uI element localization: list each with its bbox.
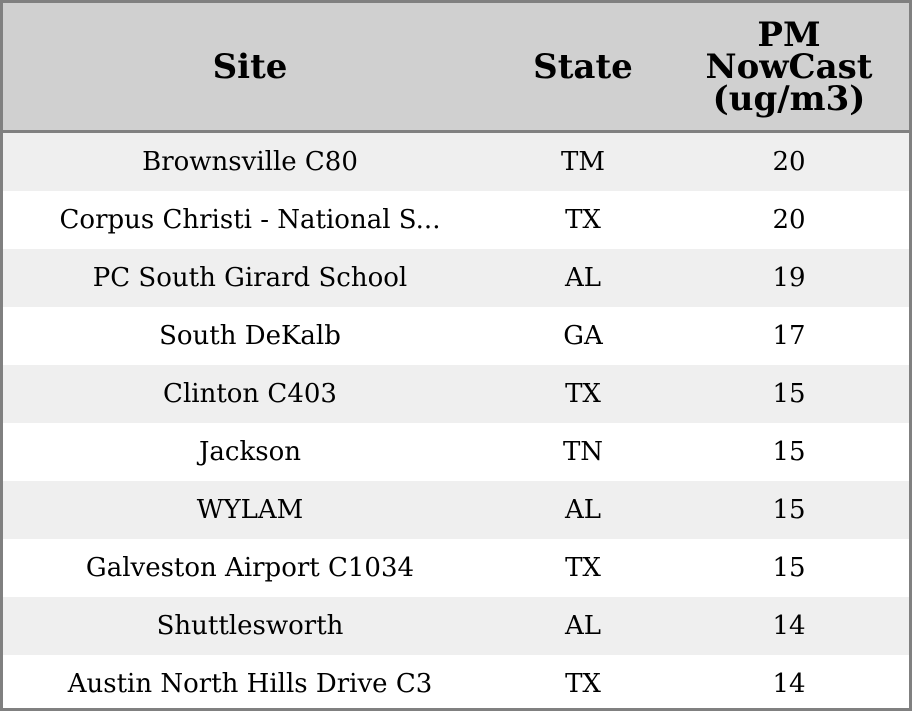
- pm-nowcast-cell: 15: [772, 495, 806, 525]
- table-header: Site State PM NowCast (ug/m3): [3, 3, 909, 133]
- site-cell: South DeKalb: [159, 321, 341, 351]
- table-row: Shuttlesworth AL 14: [3, 597, 909, 655]
- table-row: WYLAM AL 15: [3, 481, 909, 539]
- pm-nowcast-cell: 20: [772, 147, 806, 177]
- pm-nowcast-cell: 20: [772, 205, 806, 235]
- site-cell: Brownsville C80: [142, 147, 358, 177]
- state-cell: TX: [565, 379, 601, 409]
- state-cell: AL: [564, 263, 602, 293]
- state-cell: TM: [561, 147, 605, 177]
- table-row: Corpus Christi - National S... TX 20: [3, 191, 909, 249]
- state-cell: AL: [564, 495, 602, 525]
- state-cell: TN: [562, 437, 604, 467]
- table-row: PC South Girard School AL 19: [3, 249, 909, 307]
- site-cell: Corpus Christi - National S...: [59, 205, 441, 235]
- site-cell: WYLAM: [196, 495, 304, 525]
- table-row: South DeKalb GA 17: [3, 307, 909, 365]
- site-cell: PC South Girard School: [92, 263, 408, 293]
- site-cell: Clinton C403: [163, 379, 337, 409]
- column-header-site: Site: [212, 46, 288, 87]
- site-cell: Shuttlesworth: [156, 611, 344, 641]
- pm-nowcast-cell: 14: [772, 611, 806, 641]
- state-cell: AL: [564, 611, 602, 641]
- table-row: Clinton C403 TX 15: [3, 365, 909, 423]
- pm-nowcast-cell: 17: [772, 321, 806, 351]
- state-cell: TX: [565, 669, 601, 699]
- state-cell: TX: [565, 553, 601, 583]
- pm-nowcast-cell: 19: [772, 263, 806, 293]
- site-cell: Jackson: [199, 437, 301, 467]
- table-row: Galveston Airport C1034 TX 15: [3, 539, 909, 597]
- column-header-state: State: [533, 46, 633, 87]
- pm-nowcast-cell: 15: [772, 379, 806, 409]
- table-row: Jackson TN 15: [3, 423, 909, 481]
- site-cell: Galveston Airport C1034: [85, 553, 415, 583]
- state-cell: GA: [563, 321, 603, 351]
- table-row: Austin North Hills Drive C3 TX 14: [3, 655, 909, 708]
- state-cell: TX: [565, 205, 601, 235]
- column-header-pm-nowcast: PM NowCast (ug/m3): [705, 14, 873, 119]
- table-row: Brownsville C80 TM 20: [3, 133, 909, 191]
- pm-nowcast-cell: 15: [772, 553, 806, 583]
- site-cell: Austin North Hills Drive C3: [67, 669, 433, 699]
- pm-nowcast-cell: 15: [772, 437, 806, 467]
- pm-nowcast-cell: 14: [772, 669, 806, 699]
